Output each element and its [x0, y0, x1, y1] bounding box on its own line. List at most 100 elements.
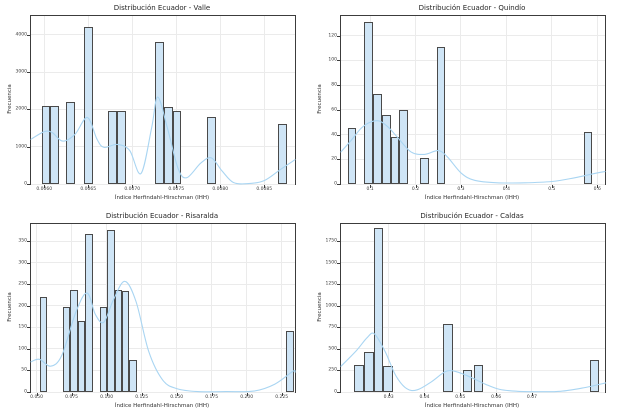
- y-tick-label: 0: [334, 181, 337, 187]
- histogram-bar: [354, 365, 365, 392]
- plot-area: 0.03 0.04 0.05 0.06 0.07 0 250 500 750 1000 1250 15…: [326, 223, 607, 400]
- x-tick-mark: [531, 393, 533, 396]
- y-tick-mark: [27, 184, 30, 185]
- histogram-bar: [99, 306, 108, 392]
- y-axis-label: Frecuencia: [7, 84, 13, 114]
- histogram-bar: [443, 323, 453, 392]
- gridline-horizontal: [31, 262, 295, 264]
- y-tick-label: 40: [331, 132, 337, 138]
- y-tick-label: 200: [18, 303, 27, 309]
- y-tick-label: 120: [328, 33, 337, 39]
- x-tick-mark: [176, 185, 178, 188]
- x-tick-label: 0.06: [491, 395, 502, 400]
- x-axis-label: Índice Herfindahl-Hirschman (IHH): [114, 403, 210, 409]
- x-tick-mark: [176, 393, 178, 396]
- y-tick-label: 350: [18, 238, 27, 244]
- x-tick-mark: [88, 185, 90, 188]
- x-tick-label: 0.225: [275, 395, 289, 400]
- histogram-bar: [83, 27, 93, 184]
- histogram-bar: [462, 370, 473, 392]
- y-tick-mark: [337, 159, 340, 161]
- gridline-horizontal: [31, 34, 295, 36]
- x-tick-mark: [460, 393, 462, 396]
- y-tick-mark: [27, 370, 30, 372]
- y-tick-label: 4000: [15, 32, 27, 38]
- chart-panel-caldas: Distribución Ecuador - Caldas Frecuencia…: [310, 208, 620, 416]
- y-tick-mark: [27, 262, 30, 264]
- y-tick-label: 3000: [15, 69, 27, 75]
- y-tick-mark: [337, 370, 340, 372]
- y-tick-label: 0: [334, 389, 337, 395]
- histogram-bar: [383, 366, 394, 392]
- histogram-bar: [66, 101, 75, 184]
- y-tick-label: 250: [328, 367, 337, 373]
- y-tick-label: 80: [331, 82, 337, 88]
- x-tick-mark: [597, 185, 599, 188]
- y-tick-mark: [27, 392, 30, 393]
- x-tick-mark: [496, 393, 498, 396]
- x-tick-label: 0.04: [419, 395, 430, 400]
- y-tick-label: 500: [328, 346, 337, 352]
- histogram-bar: [286, 331, 294, 392]
- y-tick-label: 300: [18, 260, 27, 266]
- y-tick-mark: [27, 241, 30, 243]
- x-tick-label: 0.5: [548, 187, 556, 192]
- y-tick-mark: [337, 262, 340, 264]
- histogram-bar: [347, 128, 357, 184]
- x-tick-label: 0.4: [502, 187, 510, 192]
- chart-title: Distribución Ecuador - Valle: [113, 4, 211, 12]
- y-tick-mark: [337, 184, 340, 185]
- histogram-bar: [420, 158, 429, 184]
- gridline-vertical: [551, 16, 553, 184]
- x-tick-label: 0.3: [457, 187, 465, 192]
- chart-title: Distribución Ecuador - Quindío: [418, 4, 526, 12]
- y-tick-mark: [27, 34, 30, 36]
- histogram-bar: [163, 107, 173, 184]
- x-tick-mark: [211, 393, 213, 396]
- x-tick-mark: [281, 393, 283, 396]
- x-tick-label: 0.100: [100, 395, 114, 400]
- gridline-vertical: [211, 224, 213, 392]
- y-tick-mark: [27, 327, 30, 329]
- histogram-bar: [382, 114, 391, 184]
- histogram-bar: [473, 365, 484, 392]
- histogram-bar: [364, 352, 374, 392]
- x-tick-label: 0.0085: [256, 187, 273, 192]
- histogram-bar: [436, 46, 446, 184]
- y-axis-label: Frecuencia: [7, 292, 13, 322]
- gridline-vertical: [388, 224, 390, 392]
- x-tick-mark: [370, 185, 372, 188]
- chart-panel-risaralda: Distribución Ecuador - Risaralda Frecuen…: [0, 208, 310, 416]
- gridline-horizontal: [341, 262, 605, 264]
- x-tick-mark: [460, 185, 462, 188]
- gridline-horizontal: [341, 240, 605, 242]
- y-tick-label: 1250: [325, 281, 337, 287]
- x-tick-label: 0.0075: [168, 187, 185, 192]
- x-tick-label: 0.2: [411, 187, 420, 192]
- y-tick-label: 1500: [325, 260, 337, 266]
- gridline-vertical: [263, 16, 265, 184]
- histogram-bar: [63, 307, 71, 392]
- x-axis-label: Índice Herfindahl-Hirschman (IHH): [424, 403, 520, 409]
- histogram-bar: [107, 229, 115, 392]
- y-tick-label: 50: [21, 367, 27, 373]
- y-tick-label: 250: [18, 281, 27, 287]
- y-tick-mark: [337, 35, 340, 37]
- x-tick-label: 0.03: [383, 395, 394, 400]
- histogram-bar: [39, 297, 48, 392]
- x-tick-label: 0.05: [455, 395, 466, 400]
- y-tick-label: 1000: [15, 144, 27, 150]
- gridline-horizontal: [31, 240, 295, 242]
- x-tick-mark: [220, 185, 222, 188]
- x-tick-mark: [551, 185, 553, 188]
- gridline-horizontal: [341, 326, 605, 328]
- x-tick-label: 0.07: [526, 395, 537, 400]
- y-tick-label: 60: [331, 107, 337, 113]
- y-tick-mark: [337, 348, 340, 350]
- plot-area: 0.0060 0.0065 0.0070 0.0075 0.0080 0.0085 0 100…: [16, 15, 296, 192]
- x-tick-mark: [388, 393, 390, 396]
- y-tick-label: 1000: [325, 303, 337, 309]
- gridline-horizontal: [341, 109, 605, 111]
- x-tick-label: 0.0080: [212, 187, 229, 192]
- histogram-bar: [41, 105, 51, 184]
